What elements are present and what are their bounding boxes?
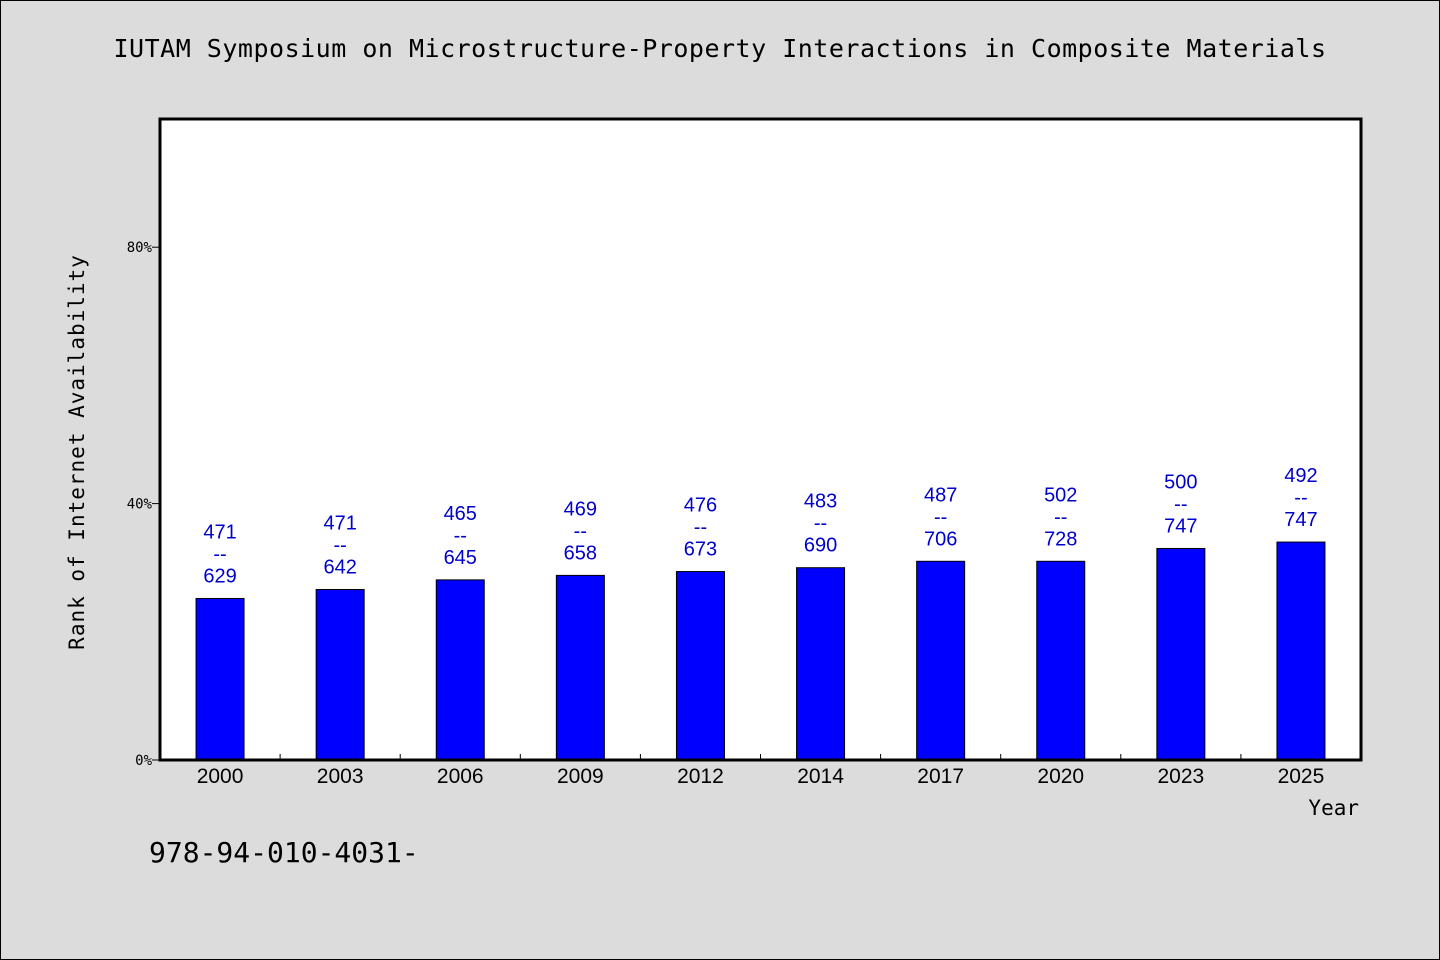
y-ticks-layer: 0% 40% 80% bbox=[127, 240, 160, 769]
data-label-2023-line2: -- bbox=[1174, 493, 1187, 515]
data-label-2025-line3: 747 bbox=[1284, 509, 1317, 531]
data-label-2020-line3: 728 bbox=[1044, 528, 1077, 550]
data-label-2003-line1: 471 bbox=[323, 512, 356, 534]
data-labels-layer: 471--629471--642465--645469--658476--673… bbox=[203, 465, 1317, 587]
data-label-2017-line2: -- bbox=[934, 506, 947, 528]
data-label-2025-line2: -- bbox=[1294, 487, 1307, 509]
bar-2025 bbox=[1276, 541, 1326, 761]
data-label-2012-line2: -- bbox=[694, 517, 707, 539]
data-label-2017-line3: 706 bbox=[924, 528, 957, 550]
bar-2023 bbox=[1156, 547, 1206, 761]
data-label-2000-line2: -- bbox=[213, 543, 226, 565]
x-tick-label-2009: 2009 bbox=[557, 765, 604, 788]
x-tick-label-2023: 2023 bbox=[1157, 765, 1204, 788]
y-tick-label-0: 0% bbox=[135, 753, 152, 769]
data-label-2000-line3: 629 bbox=[203, 565, 236, 587]
x-ticks-layer: 2000 2003 2006 2009 2012 2014 2017 2020 2023 2025 bbox=[197, 754, 1325, 788]
data-label-2000-line1: 471 bbox=[203, 521, 236, 543]
data-label-2012-line1: 476 bbox=[684, 495, 717, 517]
data-label-2009-line3: 658 bbox=[564, 542, 597, 564]
data-label-2012-line3: 673 bbox=[684, 539, 717, 561]
bar-2006 bbox=[435, 579, 485, 761]
y-tick-label-40: 40% bbox=[127, 497, 153, 513]
x-axis-label: Year bbox=[1308, 796, 1359, 820]
data-label-2006-line2: -- bbox=[454, 525, 467, 547]
data-label-2006-line1: 465 bbox=[444, 503, 477, 525]
bars-layer bbox=[195, 541, 1326, 761]
isbn-footnote: 978-94-010-4031- bbox=[149, 836, 419, 869]
data-label-2009-line1: 469 bbox=[564, 498, 597, 520]
bar-2020 bbox=[1036, 560, 1086, 761]
data-label-2020-line1: 502 bbox=[1044, 484, 1077, 506]
data-label-2025-line1: 492 bbox=[1284, 465, 1317, 487]
bar-2017 bbox=[916, 560, 966, 761]
data-label-2003-line3: 642 bbox=[323, 556, 356, 578]
bar-2000 bbox=[195, 597, 245, 761]
x-tick-label-2000: 2000 bbox=[197, 765, 244, 788]
bar-2014 bbox=[796, 567, 846, 761]
x-tick-label-2003: 2003 bbox=[317, 765, 364, 788]
x-tick-label-2014: 2014 bbox=[797, 765, 844, 788]
data-label-2009-line2: -- bbox=[574, 520, 587, 542]
x-tick-label-2025: 2025 bbox=[1278, 765, 1325, 788]
data-label-2020-line2: -- bbox=[1054, 506, 1067, 528]
x-tick-label-2006: 2006 bbox=[437, 765, 484, 788]
data-label-2014-line1: 483 bbox=[804, 491, 837, 513]
x-tick-label-2020: 2020 bbox=[1037, 765, 1084, 788]
data-label-2006-line3: 645 bbox=[444, 547, 477, 569]
plot-border bbox=[158, 117, 1363, 762]
bar-2003 bbox=[315, 588, 365, 761]
chart-title: IUTAM Symposium on Microstructure-Proper… bbox=[113, 34, 1327, 63]
x-tick-label-2017: 2017 bbox=[917, 765, 964, 788]
data-label-2023-line1: 500 bbox=[1164, 471, 1197, 493]
data-label-2014-line2: -- bbox=[814, 513, 827, 535]
y-tick-label-80: 80% bbox=[127, 240, 153, 256]
x-tick-label-2012: 2012 bbox=[677, 765, 724, 788]
bar-2012 bbox=[675, 571, 725, 761]
data-label-2003-line2: -- bbox=[333, 534, 346, 556]
data-label-2017-line1: 487 bbox=[924, 484, 957, 506]
data-label-2014-line3: 690 bbox=[804, 535, 837, 557]
data-label-2023-line3: 747 bbox=[1164, 515, 1197, 537]
bar-2009 bbox=[555, 574, 605, 761]
